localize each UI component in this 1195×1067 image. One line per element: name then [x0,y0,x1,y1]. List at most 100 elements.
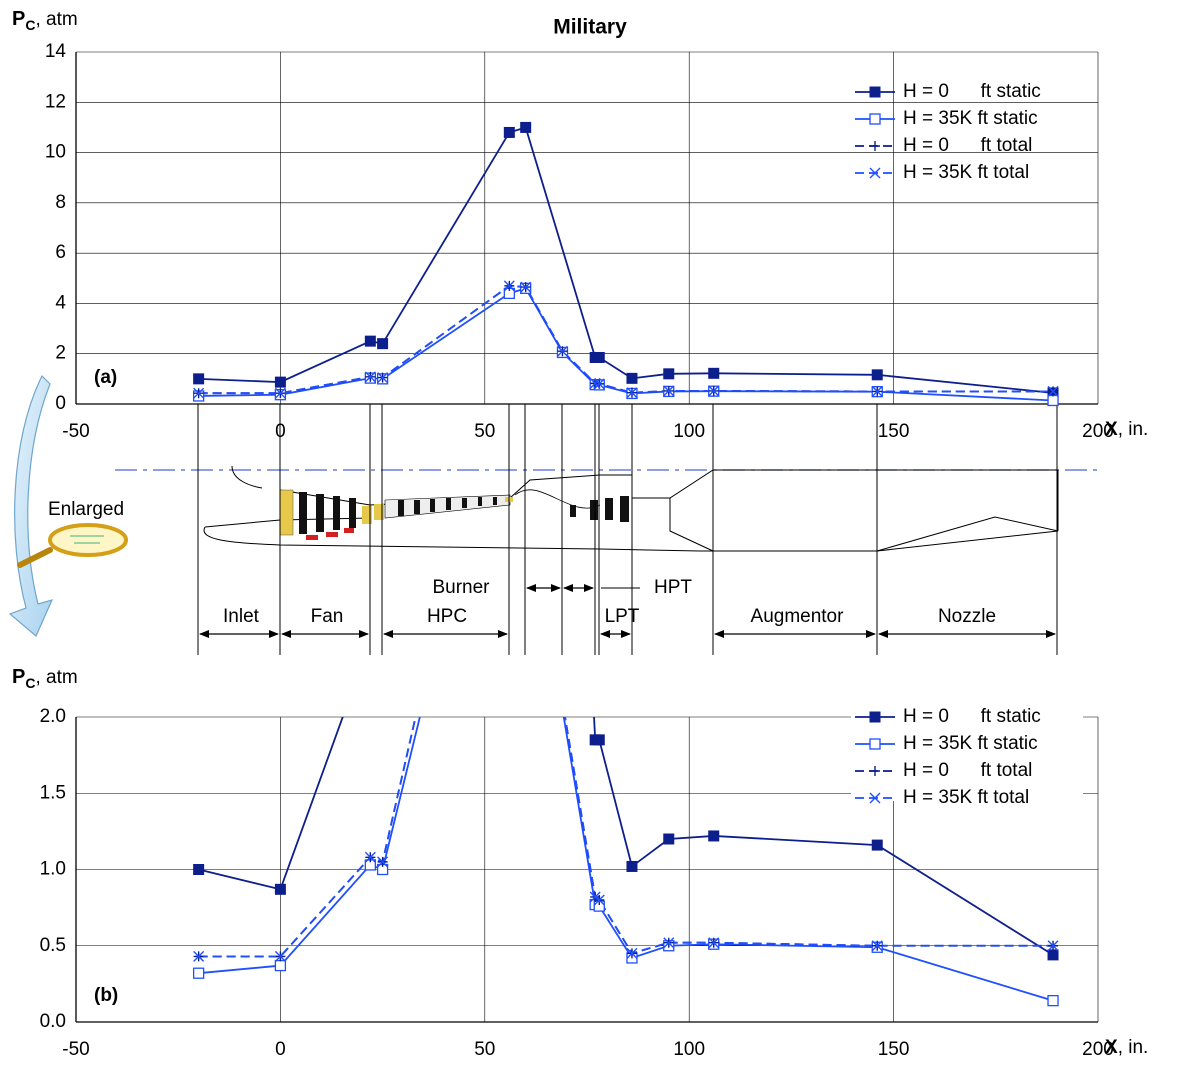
marker [871,940,883,952]
y-tick-label: 2.0 [40,706,66,727]
marker [871,369,883,381]
section-dividers [197,404,1058,655]
marker [626,947,638,959]
marker [708,937,720,949]
legend-marker [869,792,881,804]
marker [556,345,568,357]
marker [274,376,286,388]
marker [626,387,638,399]
marker [1047,949,1059,961]
enlarge-arrow [8,374,54,637]
marker [626,372,638,384]
marker [274,950,286,962]
y-label-unit: , atm [35,9,77,30]
legend-label: H = 35K ft static [903,733,1038,754]
marker [663,833,675,845]
y-label-unit: , atm [35,667,77,688]
legend-marker [869,86,881,98]
magnifier-icon [17,523,128,568]
y-tick-label: 0.0 [40,1011,66,1032]
section-label: Inlet [223,606,260,627]
marker [1047,940,1059,952]
legend-label: H = 35K ft total [903,162,1029,183]
x-tick-label: 200 [1082,1039,1114,1060]
marker [377,856,389,868]
legend-marker [869,113,881,125]
y-axis-label: PC, atm [12,8,78,32]
section-label: HPC [427,606,467,627]
marker [593,894,605,906]
y-axis-label: PC, atm [12,666,78,690]
section-label: LPT [605,606,640,627]
legend-marker [869,711,881,723]
y-label-main: P [12,8,25,30]
series-group [192,121,1059,407]
marker [364,371,376,383]
series-line [198,287,1054,402]
section-label: Augmentor [751,606,845,627]
section-label: Nozzle [938,606,996,627]
legend-marker [869,167,881,179]
marker [274,883,286,895]
marker [557,704,567,714]
marker [364,851,376,863]
marker [557,697,567,707]
marker [663,385,675,397]
marker [708,830,720,842]
marker [193,864,205,875]
marker [521,316,531,326]
y-label-sub: C [25,17,35,33]
marker [593,351,605,363]
legend-label: H = 0 ft static [903,706,1041,727]
marker [871,839,883,851]
chart-title: Military [553,16,627,39]
legend-marker [869,738,881,750]
x-tick-label: 0 [275,421,286,442]
marker [377,338,389,350]
marker [663,937,675,949]
y-tick-label: 0 [55,393,66,414]
y-tick-label: 1.5 [40,782,66,803]
section-label: Burner [432,577,490,598]
x-axis-label: X, in. [1105,419,1148,440]
marker [504,300,514,310]
marker [193,387,205,399]
panel-label: (b) [94,985,118,1006]
marker [557,697,567,707]
marker [193,373,205,385]
section-label: HPT [654,577,692,598]
x-tick-label: 150 [878,421,910,442]
x-tick-label: 0 [275,1039,286,1060]
legend-marker [870,766,880,776]
x-tick-label: -50 [62,421,89,442]
marker [593,378,605,390]
y-tick-label: 1.0 [40,859,66,880]
legend-label: H = 35K ft static [903,108,1038,129]
marker [1047,394,1059,407]
legend-label: H = 35K ft total [903,787,1029,808]
x-tick-label: 200 [1082,421,1114,442]
marker [871,385,883,397]
marker [708,367,720,379]
y-label-main: P [12,666,25,688]
x-tick-label: -50 [62,1039,89,1060]
marker [593,734,605,746]
series-group [192,300,1059,1007]
marker [589,377,601,389]
x-tick-label: 150 [878,1039,910,1060]
marker [1047,995,1059,1007]
x-label-main: X [1105,1037,1118,1058]
marker [520,121,532,133]
x-label-main: X [1105,419,1118,440]
x-tick-label: 100 [673,1039,705,1060]
series-line [198,284,1054,395]
legend-label: H = 0 ft total [903,760,1032,781]
marker [663,368,675,380]
legend-label: H = 0 ft static [903,81,1041,102]
x-tick-label: 100 [673,421,705,442]
x-tick-label: 50 [474,421,495,442]
section-label: Fan [311,606,344,627]
enlarged-label: Enlarged [48,499,124,520]
